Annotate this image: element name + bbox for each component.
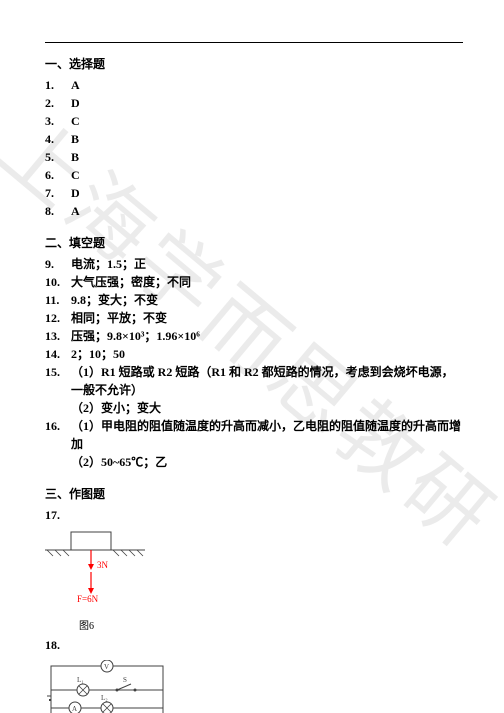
mc-num: 4. xyxy=(45,130,71,148)
mc-ans: D xyxy=(71,94,465,112)
fig17-3n-label: 3N xyxy=(97,560,109,570)
fill-ans: 压强；9.8×10³；1.96×10⁶ xyxy=(71,327,465,345)
fill-ans: 2；10；50 xyxy=(71,345,465,363)
mc-num: 2. xyxy=(45,94,71,112)
fill-ans: （1）R1 短路或 R2 短路（R1 和 R2 都短路的情况，考虑到会烧坏电源，… xyxy=(71,363,465,399)
mc-num: 5. xyxy=(45,148,71,166)
fill-row: 15.（1）R1 短路或 R2 短路（R1 和 R2 都短路的情况，考虑到会烧坏… xyxy=(45,363,465,399)
draw-row: 18. xyxy=(45,636,465,654)
fig17-f-label: F=6N xyxy=(77,594,99,604)
mc-ans: A xyxy=(71,202,465,220)
draw-num: 18. xyxy=(45,636,71,654)
mc-row: 7.D xyxy=(45,184,465,202)
fill-row: 13.压强；9.8×10³；1.96×10⁶ xyxy=(45,327,465,345)
fill-row: 9.电流；1.5；正 xyxy=(45,255,465,273)
mc-ans: C xyxy=(71,112,465,130)
mc-num: 8. xyxy=(45,202,71,220)
fill-ans: 9.8；变大；不变 xyxy=(71,291,465,309)
mc-num: 6. xyxy=(45,166,71,184)
figure-18: V L₁ S A L₂ V xyxy=(45,660,465,713)
top-rule xyxy=(45,42,463,43)
fill-num: 9. xyxy=(45,255,71,273)
fill-num: 10. xyxy=(45,273,71,291)
mc-ans: B xyxy=(71,130,465,148)
page-content: 一、选择题 1.A 2.D 3.C 4.B 5.B 6.C 7.D 8.A 二、… xyxy=(45,42,465,713)
draw-num: 17. xyxy=(45,506,71,524)
mc-row: 1.A xyxy=(45,76,465,94)
mc-row: 6.C xyxy=(45,166,465,184)
fill-subans: （2）变小；变大 xyxy=(45,399,465,417)
mc-row: 8.A xyxy=(45,202,465,220)
mc-num: 3. xyxy=(45,112,71,130)
fill-num: 15. xyxy=(45,363,71,399)
section3-title: 三、作图题 xyxy=(45,485,465,502)
section1-title: 一、选择题 xyxy=(45,55,465,72)
mc-num: 1. xyxy=(45,76,71,94)
fill-ans: 相同；平放；不变 xyxy=(71,309,465,327)
draw-row: 17. xyxy=(45,506,465,524)
fig18-l1: L₁ xyxy=(77,676,84,684)
fill-row: 10.大气压强；密度；不同 xyxy=(45,273,465,291)
fig18-s: S xyxy=(123,676,127,684)
section2-title: 二、填空题 xyxy=(45,234,465,251)
mc-ans: D xyxy=(71,184,465,202)
fill-ans: 大气压强；密度；不同 xyxy=(71,273,465,291)
fill-num: 16. xyxy=(45,417,71,453)
mc-row: 5.B xyxy=(45,148,465,166)
fill-row: 11.9.8；变大；不变 xyxy=(45,291,465,309)
fill-num: 11. xyxy=(45,291,71,309)
mc-row: 2.D xyxy=(45,94,465,112)
svg-text:V: V xyxy=(104,663,109,671)
mc-ans: A xyxy=(71,76,465,94)
fill-row: 12.相同；平放；不变 xyxy=(45,309,465,327)
figure-17: 3N F=6N 图6 xyxy=(45,530,465,632)
mc-ans: B xyxy=(71,148,465,166)
fill-subans: （2）50~65℃；乙 xyxy=(45,453,465,471)
mc-row: 3.C xyxy=(45,112,465,130)
fill-row: 14.2；10；50 xyxy=(45,345,465,363)
fill-num: 13. xyxy=(45,327,71,345)
mc-ans: C xyxy=(71,166,465,184)
mc-num: 7. xyxy=(45,184,71,202)
fill-num: 14. xyxy=(45,345,71,363)
fig18-l2: L₂ xyxy=(101,694,108,702)
fill-row: 16.（1）甲电阻的阻值随温度的升高而减小，乙电阻的阻值随温度的升高而增加 xyxy=(45,417,465,453)
fill-ans: （1）甲电阻的阻值随温度的升高而减小，乙电阻的阻值随温度的升高而增加 xyxy=(71,417,465,453)
mc-row: 4.B xyxy=(45,130,465,148)
fig17-caption: 图6 xyxy=(79,617,465,632)
fill-ans: 电流；1.5；正 xyxy=(71,255,465,273)
fill-num: 12. xyxy=(45,309,71,327)
svg-text:A: A xyxy=(72,705,77,713)
